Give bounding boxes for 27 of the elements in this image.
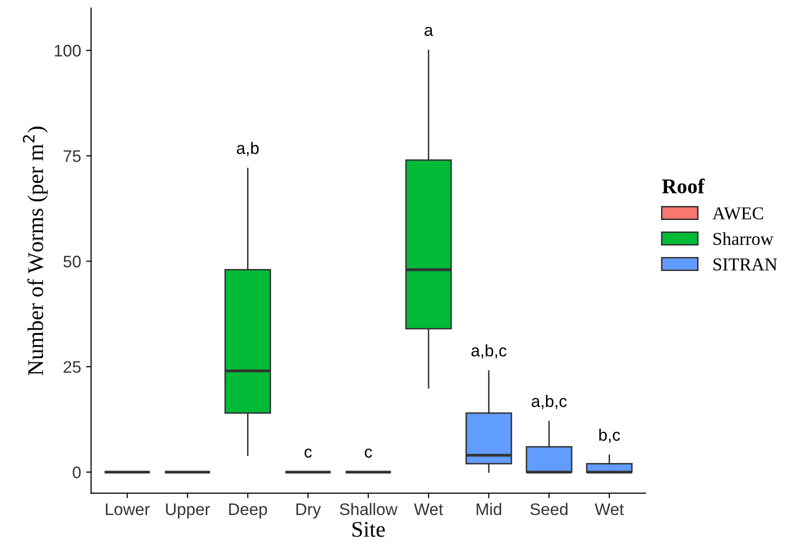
- annotation: a,b: [236, 142, 259, 156]
- annotation: b,c: [599, 428, 620, 443]
- x-tick-label: Wet: [414, 504, 444, 516]
- x-tick-label: Shallow: [340, 502, 398, 516]
- x-axis-title: Site: [352, 522, 385, 537]
- y-tick-label: 100: [54, 44, 81, 57]
- x-tick-label: Mid: [476, 502, 502, 516]
- legend-title: Roof: [662, 178, 705, 194]
- annotation: a: [424, 26, 434, 36]
- annotation: a,b,c: [471, 344, 506, 358]
- y-axis-title: Number of Worms (per m$^{2}$): [22, 126, 48, 376]
- x-tick-label: Wet: [594, 504, 624, 516]
- legend-label: Sharrow: [713, 232, 774, 245]
- x-tick-label: Deep: [229, 504, 267, 518]
- annotation: c: [364, 448, 372, 458]
- legend-label: SITRAN: [713, 258, 778, 271]
- annotation: c: [304, 448, 312, 458]
- y-tick-label: 0: [72, 466, 81, 478]
- annotation: a,b,c: [532, 394, 567, 410]
- x-tick-label: Upper: [166, 504, 210, 518]
- y-tick-label: 75: [64, 150, 81, 162]
- legend-label: AWEC: [712, 207, 763, 220]
- x-tick-label: Dry: [296, 504, 321, 518]
- x-tick-label: Lower: [106, 504, 150, 516]
- x-tick-label: Seed: [530, 502, 568, 516]
- y-tick-label: 25: [64, 361, 81, 373]
- y-tick-label: 50: [63, 256, 81, 268]
